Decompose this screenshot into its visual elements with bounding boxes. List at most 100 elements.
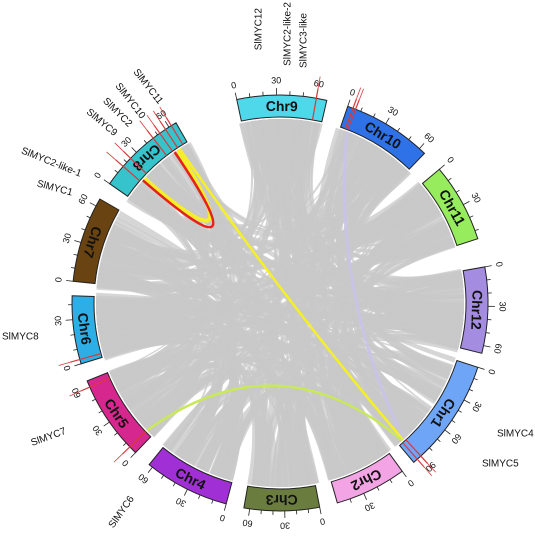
axis-tick: [485, 332, 490, 334]
axis-tick: [143, 139, 148, 144]
gene-marker: [70, 352, 102, 363]
highlight-links: [142, 131, 406, 442]
gene-label: SlMYC1: [36, 178, 75, 198]
axis-tick: [164, 121, 170, 128]
tick-label: 60: [492, 343, 504, 355]
axis-tick: [73, 253, 78, 256]
synteny-link: [96, 305, 445, 395]
synteny-link: [128, 189, 463, 286]
gene-marker: [153, 124, 174, 152]
tick-label: 30: [271, 75, 281, 85]
synteny-link: [97, 272, 462, 342]
gene-label: SlMYC8: [2, 331, 39, 342]
tick-label: 0: [62, 364, 73, 372]
synteny-link: [179, 144, 320, 485]
gene-label: SlMYC2-like-2: [282, 2, 293, 66]
gene-annotation: SlMYC5: [402, 442, 519, 477]
gene-marker: [405, 439, 429, 464]
chromosome-chr12: 0 30 60 Chr12: [459, 261, 508, 355]
axis-tick: [455, 189, 460, 193]
tick-label: 30: [469, 191, 483, 205]
axis-tick: [183, 489, 188, 496]
synteny-link: [102, 193, 433, 359]
gene-leader-line: [113, 453, 123, 463]
gene-label: SlMYC2-like-1: [19, 146, 83, 180]
tick-label: 30: [386, 104, 400, 118]
axis-tick: [160, 475, 164, 479]
chromosome-band: [148, 446, 233, 505]
axis-tick: [122, 442, 127, 446]
tick-label: 0: [319, 516, 326, 527]
axis-tick: [307, 509, 310, 514]
tick-label: 30: [470, 400, 484, 414]
tick-label: 30: [363, 500, 376, 513]
tick-label: 0: [494, 261, 505, 268]
axis-tick: [131, 147, 137, 153]
gene-leader-line: [58, 361, 71, 366]
chromosome-band: [72, 198, 120, 285]
synteny-link: [125, 187, 208, 412]
gene-annotation: SlMYC2-like-2: [282, 2, 362, 130]
gene-marker: [122, 431, 147, 455]
axis-tick: [74, 240, 82, 243]
axis-tick: [70, 334, 75, 336]
chromosome-label: Chr9: [266, 98, 298, 114]
synteny-link: [218, 352, 451, 478]
axis-tick: [477, 366, 485, 370]
synteny-link: [151, 120, 311, 227]
chromosome-band: [243, 484, 321, 512]
synteny-link: [345, 152, 456, 262]
gene-marker: [115, 159, 141, 182]
synteny-link-chr8-chr8: [142, 151, 215, 229]
axis-tick: [484, 265, 492, 268]
tick-label: 30: [61, 232, 73, 244]
chromosome-chr3: 0 30 60 Chr3: [242, 484, 326, 531]
tick-label: 0: [92, 170, 103, 180]
chromosome-band: [339, 105, 426, 170]
tick-label: 0: [219, 513, 226, 524]
chromosome-band: [236, 94, 328, 123]
tick-label: 30: [53, 315, 64, 326]
gene-annotation: SlMYC12: [253, 8, 321, 120]
gene-leader-line: [356, 87, 362, 99]
gene-leader-line: [358, 88, 364, 101]
chromosome-label: Chr3: [265, 492, 297, 508]
gene-marker: [402, 442, 425, 468]
synteny-link-chr10-chr1: [342, 131, 406, 440]
gene-label: SlMYC5: [482, 458, 519, 469]
axis-tick: [66, 280, 74, 282]
axis-tick: [73, 348, 78, 351]
gene-leader-line: [423, 466, 433, 477]
axis-tick: [172, 482, 176, 487]
axis-tick: [147, 466, 153, 473]
axis-tick: [89, 202, 97, 207]
axis-tick: [347, 99, 351, 107]
axis-tick: [469, 388, 474, 392]
gene-marker: [344, 98, 358, 130]
axis-tick: [363, 493, 367, 500]
axis-tick: [248, 93, 251, 98]
gene-marker: [146, 129, 168, 156]
axis-tick: [123, 159, 128, 163]
synteny-link: [336, 227, 452, 466]
axis-tick: [463, 201, 470, 206]
synteny-link: [201, 149, 387, 472]
synteny-link: [184, 387, 304, 487]
synteny-link: [135, 370, 363, 470]
axis-tick: [211, 499, 214, 504]
gene-label: SlMYC3-like: [298, 13, 309, 68]
axis-tick: [473, 378, 478, 381]
axis-tick: [74, 363, 82, 367]
axis-tick: [373, 113, 376, 118]
chromosome-band: [398, 359, 479, 464]
tick-label: 0: [230, 80, 237, 91]
chromosome-chr5: 03060Chr5: [70, 372, 152, 468]
gene-label: SlMYC12: [253, 8, 264, 51]
axis-tick: [389, 479, 393, 484]
tick-label: 60: [242, 518, 253, 529]
axis-tick: [401, 471, 407, 478]
tick-label: 30: [174, 496, 187, 509]
tick-label: 60: [136, 472, 150, 486]
